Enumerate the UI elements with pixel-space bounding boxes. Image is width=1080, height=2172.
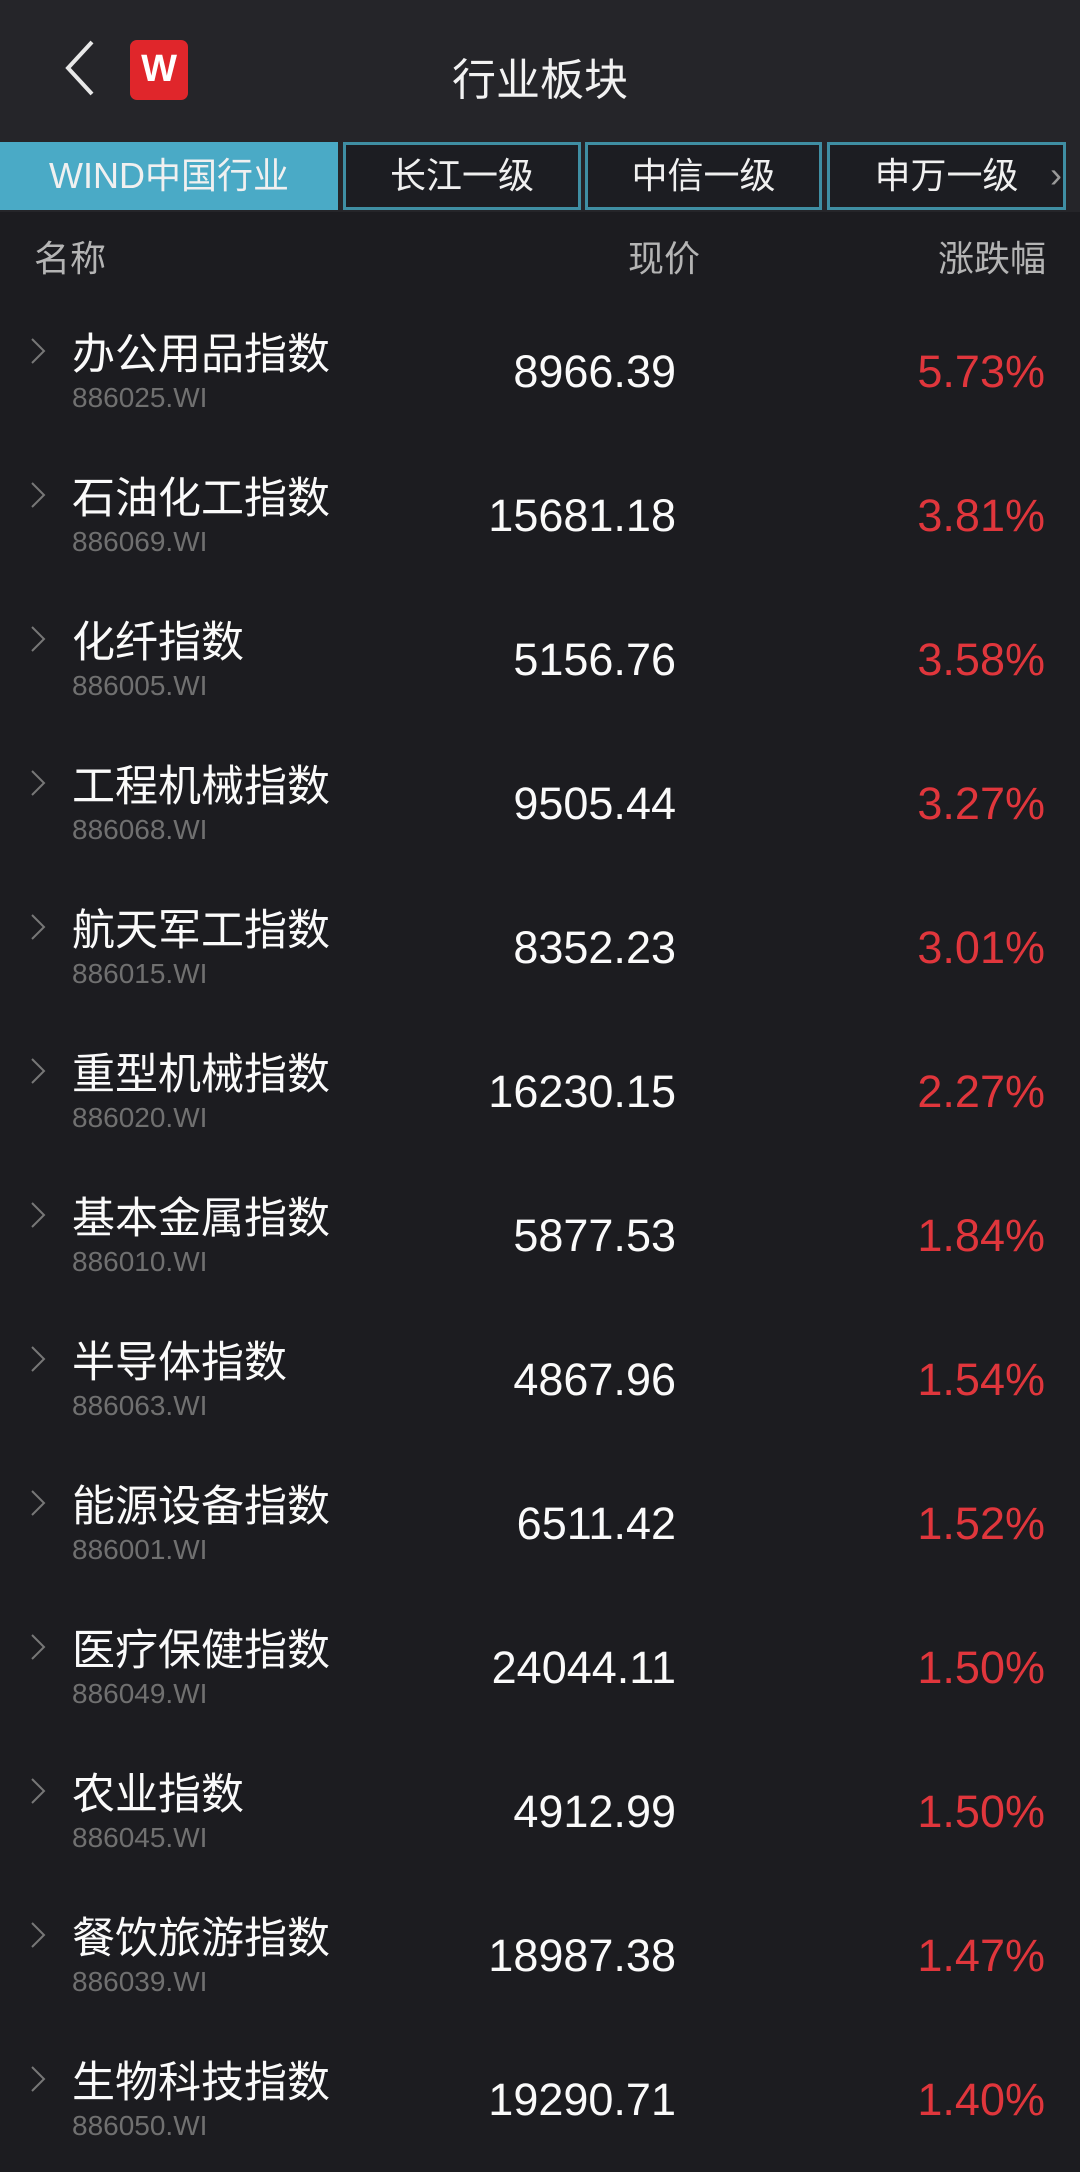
index-name: 石油化工指数 [72, 475, 330, 523]
wind-logo: W [130, 40, 188, 100]
chevron-right-icon[interactable] [28, 480, 48, 510]
index-change: 2.27% [917, 1066, 1045, 1117]
index-name: 工程机械指数 [72, 763, 330, 811]
column-header-change[interactable]: 涨跌幅 [938, 238, 1047, 279]
table-row[interactable]: 航天军工指数 886015.WI 8352.23 3.01% [0, 876, 1080, 1020]
index-price: 18987.38 [488, 1930, 676, 1981]
index-code: 886049.WI [72, 1678, 208, 1709]
index-price: 4867.96 [513, 1354, 676, 1405]
chevron-right-icon[interactable] [28, 1632, 48, 1662]
tab-wind[interactable]: WIND中国行业 [0, 142, 338, 210]
table-row[interactable]: 生物科技指数 886050.WI 19290.71 1.40% [0, 2028, 1080, 2172]
index-price: 5877.53 [513, 1210, 676, 1261]
index-name: 重型机械指数 [72, 1051, 330, 1099]
chevron-right-icon[interactable] [28, 624, 48, 654]
index-change: 1.84% [917, 1210, 1045, 1261]
index-change: 5.73% [917, 346, 1045, 397]
table-row[interactable]: 重型机械指数 886020.WI 16230.15 2.27% [0, 1020, 1080, 1164]
tab-bar: WIND中国行业 长江一级 中信一级 申万一级 › [0, 142, 1080, 212]
tabs-more-chevron-icon[interactable]: › [1050, 154, 1062, 195]
index-price: 16230.15 [488, 1066, 676, 1117]
index-change: 1.50% [917, 1786, 1045, 1837]
tab-changjiang[interactable]: 长江一级 [343, 142, 581, 210]
chevron-right-icon[interactable] [28, 1488, 48, 1518]
index-code: 886069.WI [72, 526, 208, 557]
index-name: 办公用品指数 [72, 331, 330, 379]
index-code: 886001.WI [72, 1534, 208, 1565]
table-row[interactable]: 能源设备指数 886001.WI 6511.42 1.52% [0, 1452, 1080, 1596]
index-change: 3.27% [917, 778, 1045, 829]
column-header-price[interactable]: 现价 [628, 238, 701, 279]
page-title: 行业板块 [452, 56, 628, 105]
index-name: 生物科技指数 [72, 2059, 330, 2107]
index-name: 餐饮旅游指数 [72, 1915, 330, 1963]
tab-shenwan[interactable]: 申万一级 [827, 142, 1066, 210]
index-code: 886005.WI [72, 670, 208, 701]
index-name: 基本金属指数 [72, 1195, 330, 1243]
table-row[interactable]: 餐饮旅游指数 886039.WI 18987.38 1.47% [0, 1884, 1080, 2028]
table-row[interactable]: 半导体指数 886063.WI 4867.96 1.54% [0, 1308, 1080, 1452]
index-price: 19290.71 [488, 2074, 676, 2125]
index-code: 886050.WI [72, 2110, 208, 2141]
index-code: 886020.WI [72, 1102, 208, 1133]
index-code: 886063.WI [72, 1390, 208, 1421]
table-row[interactable]: 办公用品指数 886025.WI 8966.39 5.73% [0, 300, 1080, 444]
chevron-right-icon[interactable] [28, 1920, 48, 1950]
index-code: 886068.WI [72, 814, 208, 845]
chevron-right-icon[interactable] [28, 336, 48, 366]
table-row[interactable]: 农业指数 886045.WI 4912.99 1.50% [0, 1740, 1080, 1884]
table-row[interactable]: 石油化工指数 886069.WI 15681.18 3.81% [0, 444, 1080, 588]
index-name: 农业指数 [72, 1771, 244, 1819]
index-code: 886045.WI [72, 1822, 208, 1853]
index-change: 3.81% [917, 490, 1045, 541]
index-code: 886015.WI [72, 958, 208, 989]
index-price: 15681.18 [488, 490, 676, 541]
index-name: 航天军工指数 [72, 907, 330, 955]
index-code: 886010.WI [72, 1246, 208, 1277]
index-code: 886039.WI [72, 1966, 208, 1997]
index-price: 8352.23 [513, 922, 676, 973]
index-change: 1.52% [917, 1498, 1045, 1549]
chevron-right-icon[interactable] [28, 1056, 48, 1086]
index-change: 1.54% [917, 1354, 1045, 1405]
table-row[interactable]: 工程机械指数 886068.WI 9505.44 3.27% [0, 732, 1080, 876]
table-row[interactable]: 医疗保健指数 886049.WI 24044.11 1.50% [0, 1596, 1080, 1740]
index-change: 3.01% [917, 922, 1045, 973]
tab-zhongxin[interactable]: 中信一级 [585, 142, 822, 210]
index-price: 6511.42 [516, 1498, 676, 1549]
index-price: 5156.76 [513, 634, 676, 685]
index-name: 能源设备指数 [72, 1483, 330, 1531]
top-bar: W 行业板块 [0, 0, 1080, 142]
table-row[interactable]: 基本金属指数 886010.WI 5877.53 1.84% [0, 1164, 1080, 1308]
column-header-name[interactable]: 名称 [34, 238, 107, 279]
index-change: 3.58% [917, 634, 1045, 685]
index-price: 8966.39 [513, 346, 676, 397]
index-name: 化纤指数 [72, 619, 244, 667]
index-price: 24044.11 [491, 1642, 676, 1693]
chevron-right-icon[interactable] [28, 1200, 48, 1230]
index-price: 9505.44 [513, 778, 676, 829]
index-price: 4912.99 [513, 1786, 676, 1837]
table-row[interactable]: 化纤指数 886005.WI 5156.76 3.58% [0, 588, 1080, 732]
chevron-right-icon[interactable] [28, 912, 48, 942]
index-code: 886025.WI [72, 382, 208, 413]
chevron-right-icon[interactable] [28, 2064, 48, 2094]
index-change: 1.50% [917, 1642, 1045, 1693]
index-name: 半导体指数 [72, 1339, 287, 1387]
chevron-right-icon[interactable] [28, 768, 48, 798]
chevron-right-icon[interactable] [28, 1776, 48, 1806]
index-change: 1.47% [917, 1930, 1045, 1981]
index-name: 医疗保健指数 [72, 1627, 330, 1675]
index-change: 1.40% [917, 2074, 1045, 2125]
chevron-right-icon[interactable] [28, 1344, 48, 1374]
back-arrow-icon[interactable] [62, 38, 102, 98]
